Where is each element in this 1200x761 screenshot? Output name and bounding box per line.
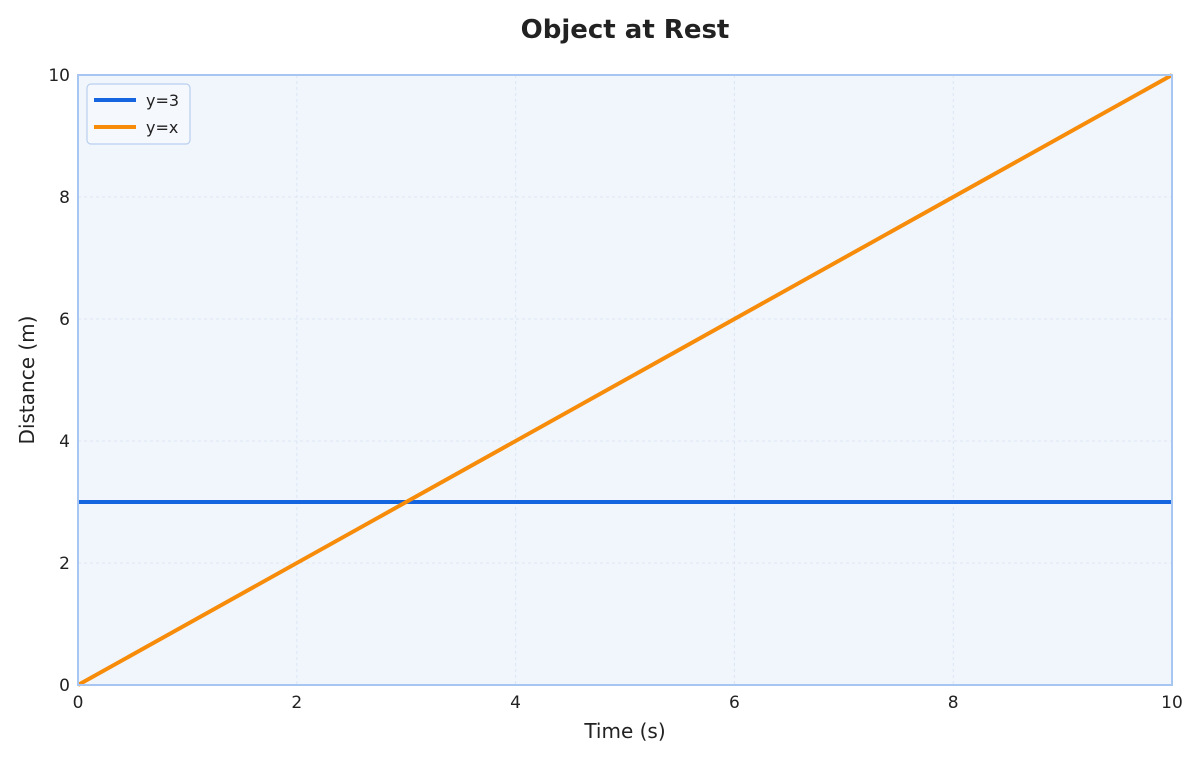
x-tick-label: 6 <box>729 693 740 713</box>
y-tick-label: 4 <box>59 432 70 452</box>
y-tick-label: 10 <box>48 66 70 86</box>
x-tick-label: 0 <box>73 693 84 713</box>
legend-label-yx: y=x <box>146 118 178 137</box>
x-tick-label: 8 <box>948 693 959 713</box>
y-tick-label: 8 <box>59 188 70 208</box>
y-axis-ticks: 0 2 4 6 8 10 <box>48 66 70 696</box>
y-tick-label: 2 <box>59 554 70 574</box>
x-tick-label: 2 <box>291 693 302 713</box>
plot-border <box>77 74 1173 686</box>
series-line-yx <box>77 73 1173 687</box>
legend-label-y3: y=3 <box>146 91 179 110</box>
y-tick-label: 0 <box>59 676 70 696</box>
y-axis-label: Distance (m) <box>15 316 39 445</box>
series-layer <box>77 73 1173 687</box>
x-axis-ticks: 0 2 4 6 8 10 <box>73 693 1183 713</box>
x-axis-label: Time (s) <box>583 719 665 743</box>
legend: y=3 y=x <box>86 83 191 145</box>
x-tick-label: 10 <box>1161 693 1183 713</box>
y-tick-label: 6 <box>59 310 70 330</box>
chart-title: Object at Rest <box>521 15 730 45</box>
x-tick-label: 4 <box>510 693 521 713</box>
